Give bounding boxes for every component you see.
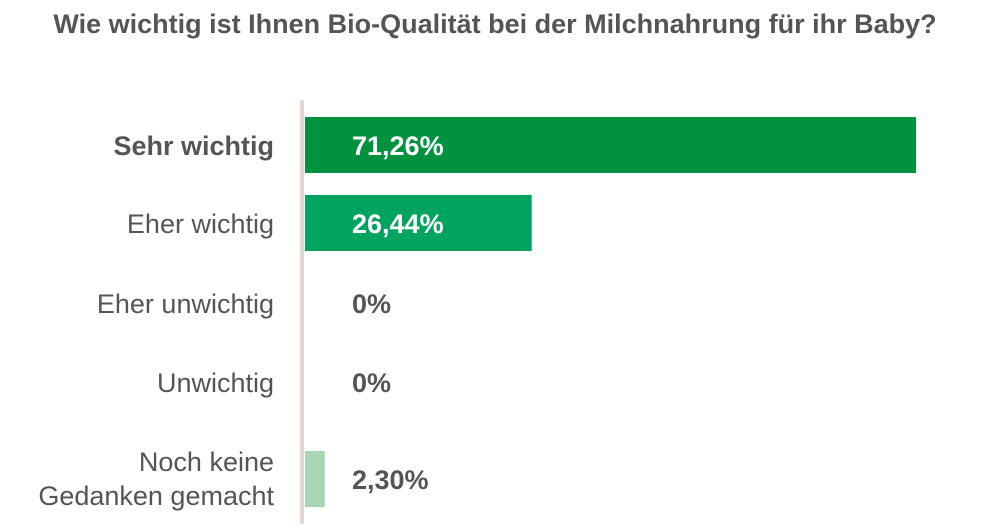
bars-group <box>305 117 916 507</box>
value-label: 0% <box>352 368 391 398</box>
value-label: 2,30% <box>352 465 429 495</box>
value-label: 26,44% <box>352 209 444 239</box>
value-label: 71,26% <box>352 131 444 161</box>
bar-4 <box>305 451 325 507</box>
category-label: Unwichtig <box>157 368 274 398</box>
category-label: Sehr wichtig <box>113 131 274 161</box>
bar-0 <box>305 117 916 173</box>
category-label: Eher unwichtig <box>97 289 274 319</box>
category-label: Eher wichtig <box>127 209 274 239</box>
value-label: 0% <box>352 289 391 319</box>
labels-group: Sehr wichtig 71,26% Eher wichtig 26,44% Eher… <box>38 131 443 511</box>
category-label: Noch keine Gedanken gemacht <box>38 447 274 511</box>
bar-1 <box>305 195 532 251</box>
chart-title: Wie wichtig ist Ihnen Bio-Qualität bei d… <box>53 9 937 39</box>
